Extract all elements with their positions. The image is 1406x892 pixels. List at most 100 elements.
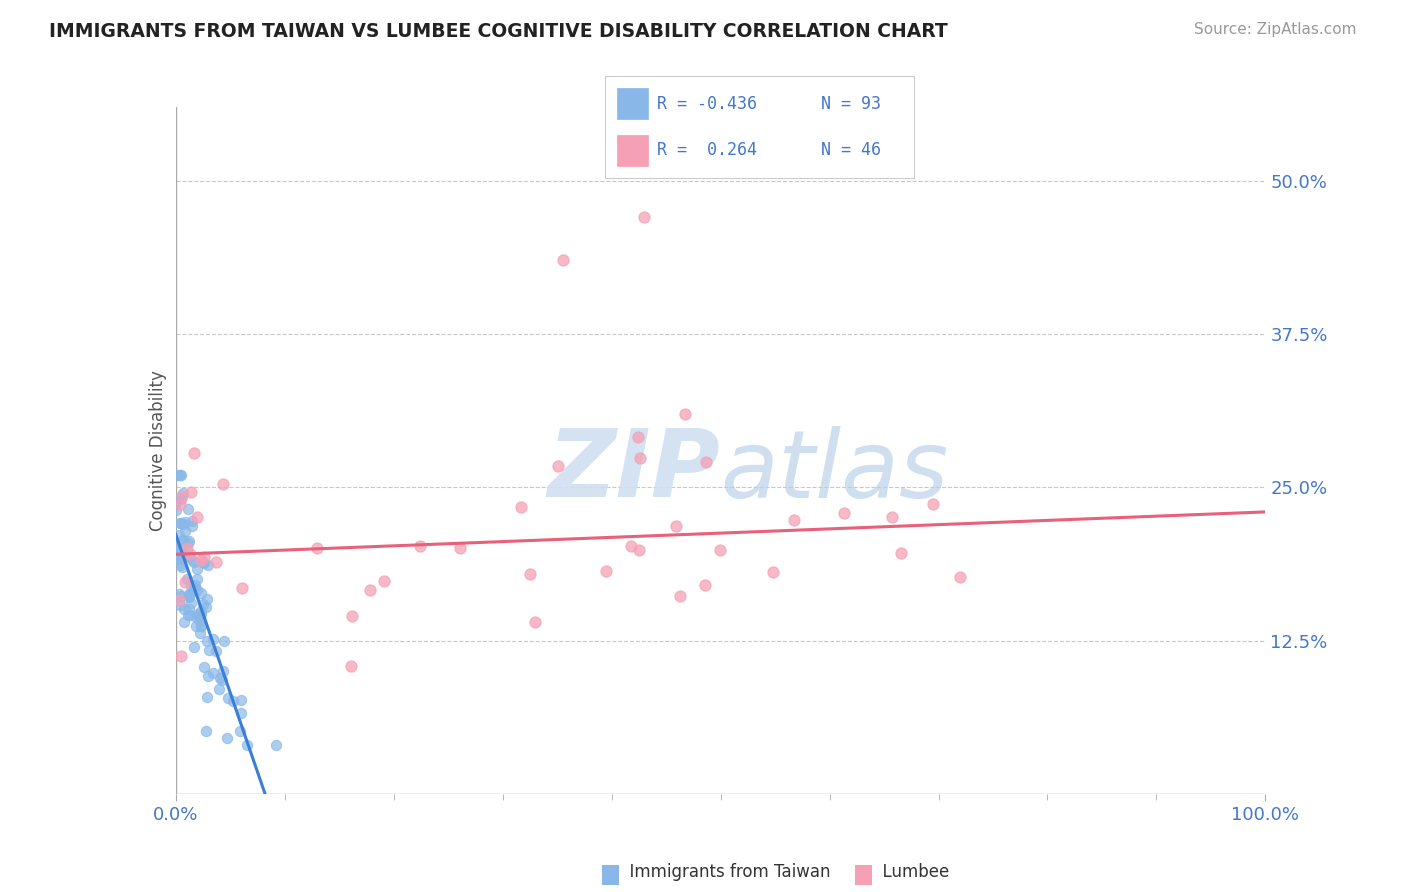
- Point: [217, 690, 239, 705]
- Point: [339, 659, 361, 673]
- Point: [184, 619, 207, 633]
- Point: [186, 572, 208, 586]
- Point: [217, 731, 239, 745]
- Point: [180, 485, 202, 500]
- Point: [186, 582, 208, 597]
- Point: [186, 510, 208, 524]
- Point: [783, 512, 806, 526]
- Point: [184, 578, 207, 592]
- Point: [197, 558, 219, 573]
- Point: [449, 541, 471, 556]
- Point: [709, 542, 731, 557]
- Point: [669, 589, 692, 603]
- Point: [373, 574, 395, 589]
- Point: [633, 211, 655, 225]
- Point: [190, 618, 212, 632]
- Point: [170, 541, 193, 556]
- Point: [208, 671, 231, 685]
- Point: [198, 643, 221, 657]
- Point: [177, 590, 200, 604]
- Point: [165, 538, 187, 552]
- Point: [172, 551, 194, 566]
- Text: Lumbee: Lumbee: [872, 863, 949, 881]
- Point: [183, 580, 205, 594]
- Point: [693, 578, 716, 592]
- Point: [205, 555, 228, 569]
- Point: [665, 518, 688, 533]
- Point: [195, 690, 218, 705]
- Text: Immigrants from Taiwan: Immigrants from Taiwan: [619, 863, 830, 881]
- Point: [231, 692, 253, 706]
- Point: [201, 632, 224, 647]
- Point: [177, 608, 200, 623]
- Text: Source: ZipAtlas.com: Source: ZipAtlas.com: [1194, 22, 1357, 37]
- Point: [627, 430, 650, 444]
- Point: [359, 582, 381, 597]
- Point: [190, 585, 212, 599]
- Point: [186, 561, 208, 575]
- Point: [191, 555, 214, 569]
- Point: [172, 517, 194, 532]
- Point: [167, 592, 190, 607]
- Point: [880, 509, 903, 524]
- Point: [628, 542, 651, 557]
- Point: [186, 610, 208, 624]
- Point: [177, 502, 200, 516]
- Bar: [617, 136, 648, 166]
- Point: [179, 587, 201, 601]
- Point: [172, 489, 194, 503]
- Point: [167, 528, 190, 542]
- Point: [620, 539, 643, 553]
- Point: [172, 533, 194, 547]
- Point: [222, 693, 245, 707]
- Point: [190, 619, 212, 633]
- Point: [190, 553, 212, 567]
- Point: [183, 446, 205, 460]
- Point: [509, 500, 531, 514]
- Point: [180, 597, 202, 611]
- Point: [191, 597, 214, 611]
- Point: [547, 458, 569, 473]
- Point: [890, 545, 912, 559]
- Point: [176, 541, 198, 555]
- Point: [188, 625, 211, 640]
- Point: [174, 547, 197, 561]
- Point: [174, 515, 197, 529]
- Point: [519, 567, 541, 582]
- Point: [177, 589, 200, 603]
- Point: [170, 492, 193, 507]
- Point: [194, 599, 217, 614]
- Point: [172, 534, 194, 549]
- Point: [169, 558, 191, 572]
- Point: [177, 536, 200, 550]
- Point: [181, 553, 204, 567]
- Point: [165, 549, 187, 563]
- Point: [165, 503, 187, 517]
- Point: [169, 467, 191, 482]
- Point: [340, 609, 363, 624]
- Point: [187, 608, 209, 623]
- Point: [167, 551, 190, 566]
- Point: [762, 565, 785, 579]
- Point: [174, 574, 197, 589]
- Point: [228, 723, 250, 738]
- Point: [170, 589, 193, 603]
- Point: [595, 565, 617, 579]
- Point: [179, 607, 201, 622]
- Text: N = 93: N = 93: [821, 95, 882, 112]
- Bar: [617, 88, 648, 119]
- Point: [949, 570, 972, 584]
- Point: [169, 516, 191, 530]
- Point: [169, 552, 191, 566]
- Point: [190, 607, 212, 621]
- Point: [169, 598, 191, 612]
- Point: [231, 581, 253, 595]
- Point: [173, 602, 195, 616]
- Point: [183, 640, 205, 654]
- Point: [524, 615, 547, 630]
- Text: R =  0.264: R = 0.264: [657, 141, 758, 159]
- Y-axis label: Cognitive Disability: Cognitive Disability: [149, 370, 167, 531]
- Point: [170, 648, 193, 663]
- Point: [170, 559, 193, 574]
- Text: N = 46: N = 46: [821, 141, 882, 159]
